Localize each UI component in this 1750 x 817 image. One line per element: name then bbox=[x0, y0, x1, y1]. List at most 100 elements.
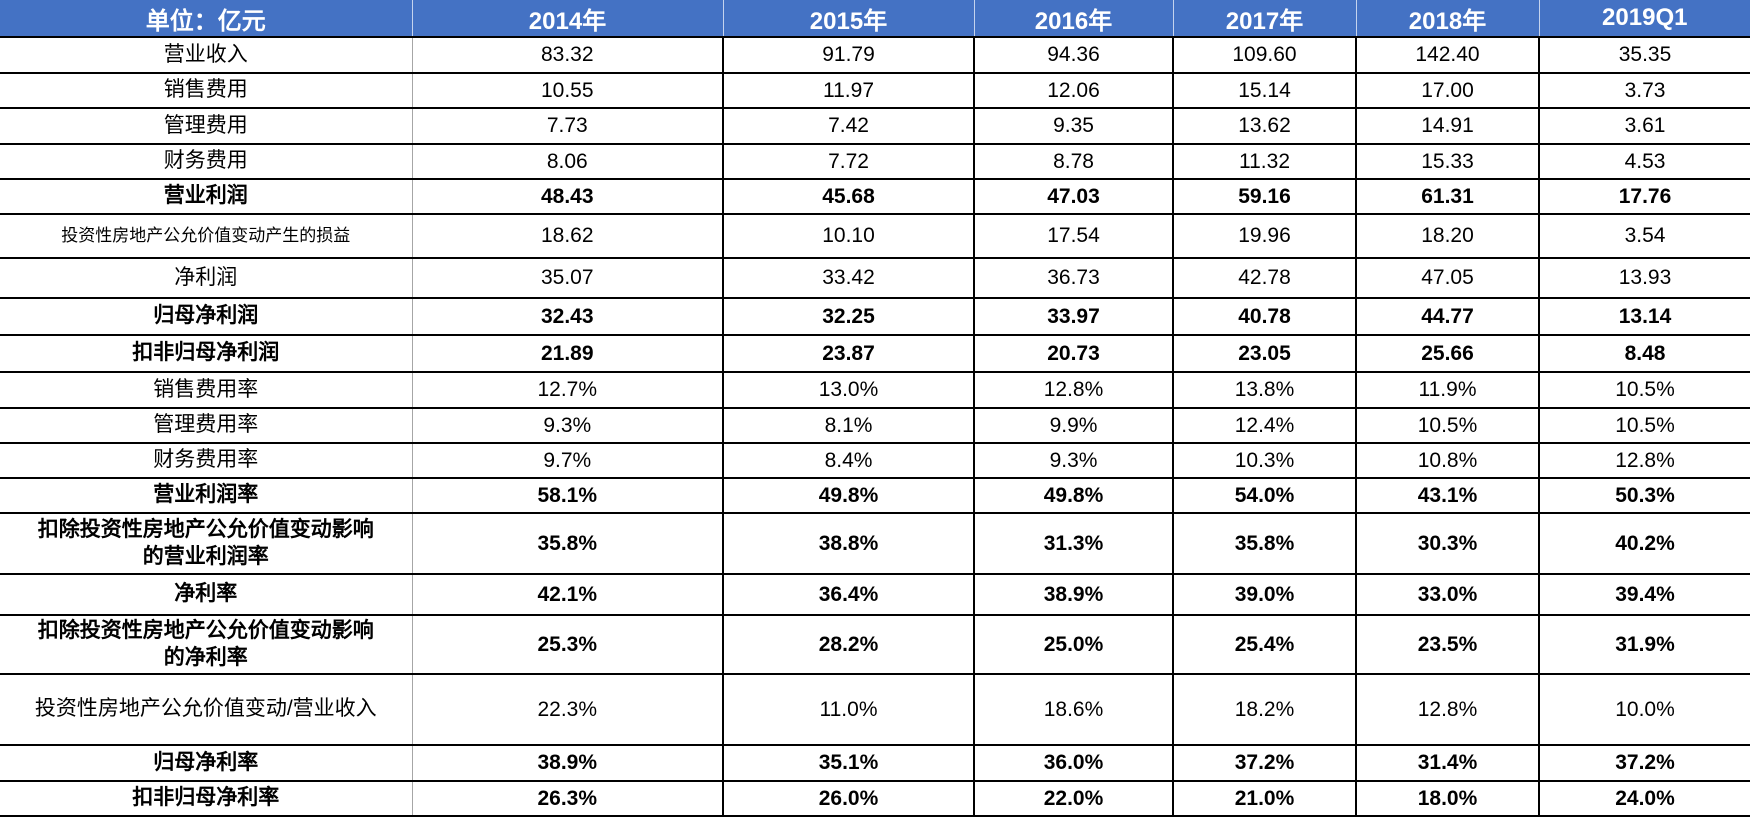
cell-value: 39.0% bbox=[1172, 574, 1356, 615]
cell-value: 35.1% bbox=[722, 745, 974, 781]
column-header-1: 2014年 bbox=[411, 0, 723, 37]
row-label: 销售费用 bbox=[163, 78, 248, 102]
cell-value: 47.05 bbox=[1355, 258, 1539, 298]
table-row: 净利润 35.07 33.42 36.73 42.78 47.05 13.93 bbox=[0, 258, 1750, 298]
cell-value: 9.9% bbox=[973, 408, 1173, 443]
cell-value: 13.8% bbox=[1172, 372, 1356, 408]
table-row: 销售费用 10.55 11.97 12.06 15.14 17.00 3.73 bbox=[0, 73, 1750, 108]
cell-value: 35.07 bbox=[411, 258, 723, 298]
cell-value: 11.9% bbox=[1355, 372, 1539, 408]
cell-value: 59.16 bbox=[1172, 179, 1356, 214]
cell-value: 19.96 bbox=[1172, 214, 1356, 258]
cell-value: 109.60 bbox=[1172, 37, 1356, 73]
cell-value: 32.25 bbox=[722, 298, 974, 335]
cell-value: 31.4% bbox=[1355, 745, 1539, 781]
cell-value: 10.5% bbox=[1538, 372, 1750, 408]
cell-value: 12.8% bbox=[1355, 674, 1539, 745]
cell-value: 11.0% bbox=[722, 674, 974, 745]
cell-value: 22.0% bbox=[973, 781, 1173, 816]
table-row: 扣除投资性房地产公允价值变动影响的营业利润率 35.8% 38.8% 31.3% 35.… bbox=[0, 513, 1750, 574]
row-label: 营业利润 bbox=[163, 184, 248, 208]
cell-value: 25.0% bbox=[973, 615, 1173, 674]
cell-value: 35.35 bbox=[1538, 37, 1750, 73]
cell-value: 18.6% bbox=[973, 674, 1173, 745]
cell-value: 20.73 bbox=[973, 335, 1173, 372]
cell-value: 10.10 bbox=[722, 214, 974, 258]
cell-value: 43.1% bbox=[1355, 478, 1539, 513]
row-label: 投资性房地产公允价值变动/营业收入 bbox=[34, 697, 377, 721]
cell-value: 11.97 bbox=[722, 73, 974, 108]
cell-value: 21.89 bbox=[411, 335, 723, 372]
column-header-3: 2016年 bbox=[973, 0, 1173, 37]
table-row: 财务费用率 9.7% 8.4% 9.3% 10.3% 10.8% 12.8% bbox=[0, 443, 1750, 478]
cell-value: 10.0% bbox=[1538, 674, 1750, 745]
cell-value: 3.73 bbox=[1538, 73, 1750, 108]
column-header-5: 2018年 bbox=[1355, 0, 1539, 37]
cell-value: 12.8% bbox=[1538, 443, 1750, 478]
row-label: 净利润 bbox=[174, 265, 238, 289]
unit-label: 单位：亿元 bbox=[145, 7, 266, 35]
cell-value: 45.68 bbox=[722, 179, 974, 214]
cell-value: 9.3% bbox=[973, 443, 1173, 478]
cell-value: 23.05 bbox=[1172, 335, 1356, 372]
cell-value: 8.1% bbox=[722, 408, 974, 443]
row-label: 扣非归母净利率 bbox=[132, 786, 280, 810]
cell-value: 49.8% bbox=[973, 478, 1173, 513]
row-label: 归母净利率 bbox=[153, 750, 259, 774]
cell-value: 42.1% bbox=[411, 574, 723, 615]
cell-value: 18.20 bbox=[1355, 214, 1539, 258]
cell-value: 38.9% bbox=[411, 745, 723, 781]
cell-value: 33.42 bbox=[722, 258, 974, 298]
cell-value: 25.4% bbox=[1172, 615, 1356, 674]
cell-value: 28.2% bbox=[722, 615, 974, 674]
cell-value: 3.61 bbox=[1538, 108, 1750, 144]
row-label: 财务费用率 bbox=[153, 448, 259, 472]
cell-value: 32.43 bbox=[411, 298, 723, 335]
table-row: 营业利润率 58.1% 49.8% 49.8% 54.0% 43.1% 50.3% bbox=[0, 478, 1750, 513]
cell-value: 33.97 bbox=[973, 298, 1173, 335]
header-row: 单位：亿元 2014年 2015年 2016年 2017年 2018年 2019Q1 bbox=[0, 0, 1750, 37]
cell-value: 23.87 bbox=[722, 335, 974, 372]
table-row: 财务费用 8.06 7.72 8.78 11.32 15.33 4.53 bbox=[0, 144, 1750, 179]
cell-value: 13.62 bbox=[1172, 108, 1356, 144]
cell-value: 7.73 bbox=[411, 108, 723, 144]
table-row: 销售费用率 12.7% 13.0% 12.8% 13.8% 11.9% 10.5% bbox=[0, 372, 1750, 408]
table-row: 管理费用 7.73 7.42 9.35 13.62 14.91 3.61 bbox=[0, 108, 1750, 144]
cell-value: 18.62 bbox=[411, 214, 723, 258]
cell-value: 26.3% bbox=[411, 781, 723, 816]
column-header-4: 2017年 bbox=[1172, 0, 1356, 37]
cell-value: 42.78 bbox=[1172, 258, 1356, 298]
cell-value: 10.5% bbox=[1355, 408, 1539, 443]
cell-value: 38.9% bbox=[973, 574, 1173, 615]
cell-value: 25.3% bbox=[411, 615, 723, 674]
cell-value: 9.7% bbox=[411, 443, 723, 478]
cell-value: 26.0% bbox=[722, 781, 974, 816]
cell-value: 8.48 bbox=[1538, 335, 1750, 372]
cell-value: 35.8% bbox=[411, 513, 723, 574]
table-row: 营业收入 83.32 91.79 94.36 109.60 142.40 35.35 bbox=[0, 37, 1750, 73]
cell-value: 7.42 bbox=[722, 108, 974, 144]
column-header-2: 2015年 bbox=[722, 0, 974, 37]
cell-value: 13.14 bbox=[1538, 298, 1750, 335]
cell-value: 91.79 bbox=[722, 37, 974, 73]
row-label: 管理费用率 bbox=[153, 413, 259, 437]
cell-value: 58.1% bbox=[411, 478, 723, 513]
cell-value: 18.0% bbox=[1355, 781, 1539, 816]
cell-value: 33.0% bbox=[1355, 574, 1539, 615]
cell-value: 24.0% bbox=[1538, 781, 1750, 816]
cell-value: 21.0% bbox=[1172, 781, 1356, 816]
cell-value: 3.54 bbox=[1538, 214, 1750, 258]
table-row: 投资性房地产公允价值变动产生的损益 18.62 10.10 17.54 19.96 18.… bbox=[0, 214, 1750, 258]
cell-value: 10.8% bbox=[1355, 443, 1539, 478]
cell-value: 9.35 bbox=[973, 108, 1173, 144]
row-label: 营业收入 bbox=[163, 42, 248, 66]
cell-value: 36.73 bbox=[973, 258, 1173, 298]
cell-value: 11.32 bbox=[1172, 144, 1356, 179]
cell-value: 39.4% bbox=[1538, 574, 1750, 615]
cell-value: 40.78 bbox=[1172, 298, 1356, 335]
cell-value: 37.2% bbox=[1172, 745, 1356, 781]
cell-value: 142.40 bbox=[1355, 37, 1539, 73]
cell-value: 13.0% bbox=[722, 372, 974, 408]
cell-value: 40.2% bbox=[1538, 513, 1750, 574]
